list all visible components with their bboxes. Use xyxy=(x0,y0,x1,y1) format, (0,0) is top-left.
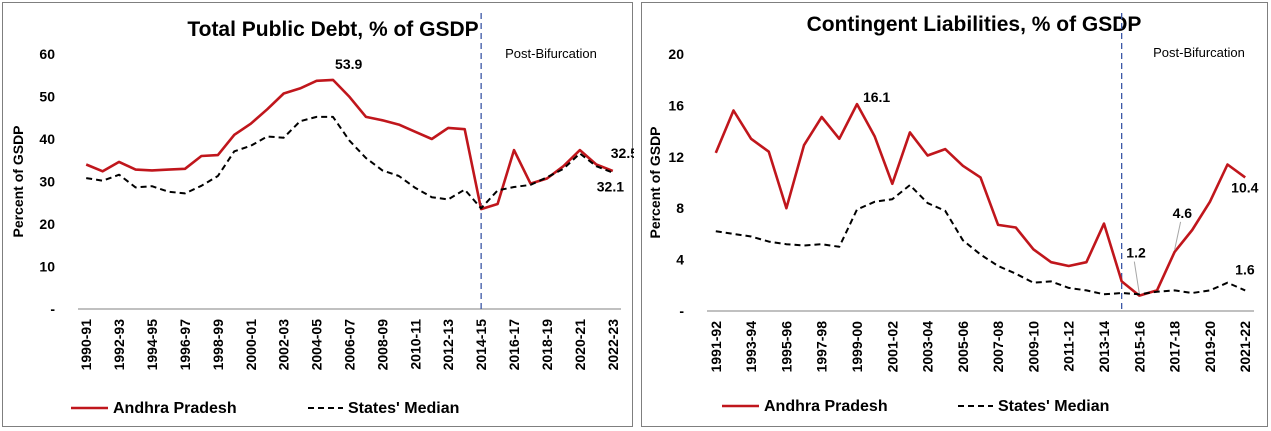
data-label: 32.1 xyxy=(597,179,624,195)
y-tick-label: - xyxy=(50,301,55,317)
x-tick-label: 2019-20 xyxy=(1202,321,1218,373)
y-tick-label: 8 xyxy=(676,200,684,216)
x-tick-label: 2002-03 xyxy=(276,319,292,371)
y-tick-label: 4 xyxy=(676,252,684,268)
x-tick-label: 1996-97 xyxy=(177,319,193,371)
x-tick-label: 1995-96 xyxy=(778,321,794,373)
y-tick-label: 60 xyxy=(39,46,55,62)
chart-contingent-liabilities: Contingent Liabilities, % of GSDP Percent… xyxy=(647,13,1259,415)
series-line-andhra-pradesh xyxy=(85,78,614,211)
x-tick-label: 2001-02 xyxy=(884,321,900,373)
data-label: 1.6 xyxy=(1235,261,1255,277)
chart-panel-contingent-liabilities: Contingent Liabilities, % of GSDP Percent… xyxy=(641,2,1268,427)
x-tick-label: 2015-16 xyxy=(1131,321,1147,373)
chart-total-public-debt: Total Public Debt, % of GSDP Percent of G… xyxy=(10,13,634,417)
y-tick-label: 16 xyxy=(668,97,684,113)
x-tick-label: 1991-92 xyxy=(708,321,724,373)
x-tick-label: 2007-08 xyxy=(990,321,1006,373)
data-label: 53.9 xyxy=(335,56,362,72)
y-tick-label: 20 xyxy=(668,46,684,62)
legend-label-states-median: States' Median xyxy=(348,400,459,417)
legend-label-states-median: States' Median xyxy=(998,398,1109,415)
x-tick-label: 2000-01 xyxy=(243,319,259,371)
series-line-andhra-pradesh xyxy=(714,102,1246,297)
data-label: 32.5 xyxy=(611,145,634,161)
data-label-callout xyxy=(1133,261,1140,294)
x-tick-label: 2018-19 xyxy=(539,319,555,371)
chart-title: Total Public Debt, % of GSDP xyxy=(187,18,478,41)
x-tick-label: 1999-00 xyxy=(849,321,865,373)
series-line-states-median xyxy=(715,184,1246,296)
x-tick-label: 1998-99 xyxy=(210,319,226,371)
y-tick-label: - xyxy=(679,303,684,319)
x-tick-label: 2003-04 xyxy=(920,321,936,373)
y-tick-label: 40 xyxy=(39,131,55,147)
x-tick-label: 2021-22 xyxy=(1237,321,1253,373)
y-tick-label: 30 xyxy=(39,174,55,190)
x-tick-label: 2005-06 xyxy=(955,321,971,373)
x-tick-label: 2012-13 xyxy=(440,319,456,371)
x-tick-label: 2004-05 xyxy=(309,319,325,371)
data-label-callout xyxy=(1174,221,1182,250)
x-tick-label: 1993-94 xyxy=(743,321,759,373)
data-label: 16.1 xyxy=(863,89,890,105)
y-tick-label: 50 xyxy=(39,89,55,105)
x-tick-label: 2022-23 xyxy=(605,319,621,371)
x-tick-label: 1990-91 xyxy=(78,319,94,371)
y-tick-label: 20 xyxy=(39,216,55,232)
data-label: 1.2 xyxy=(1126,245,1146,261)
x-tick-label: 2013-14 xyxy=(1096,321,1112,373)
x-tick-label: 2008-09 xyxy=(374,319,390,371)
y-axis-label: Percent of GSDP xyxy=(647,126,663,238)
x-tick-label: 1992-93 xyxy=(111,319,127,371)
x-tick-label: 2017-18 xyxy=(1167,321,1183,373)
legend-label-andhra-pradesh: Andhra Pradesh xyxy=(764,398,888,415)
x-tick-label: 2010-11 xyxy=(407,319,423,370)
data-label: 10.4 xyxy=(1231,179,1258,195)
chart-panel-total-public-debt: Total Public Debt, % of GSDP Percent of G… xyxy=(2,2,634,427)
x-tick-label: 2020-21 xyxy=(572,319,588,371)
period-label: Post-Bifurcation xyxy=(505,46,597,61)
legend-label-andhra-pradesh: Andhra Pradesh xyxy=(113,400,237,417)
x-tick-label: 2011-12 xyxy=(1061,321,1077,372)
period-label: Post-Bifurcation xyxy=(1153,45,1245,60)
y-axis-label: Percent of GSDP xyxy=(10,125,26,237)
x-tick-label: 2016-17 xyxy=(506,319,522,371)
x-tick-label: 2014-15 xyxy=(473,319,489,371)
x-tick-label: 2006-07 xyxy=(342,319,358,371)
x-tick-label: 1997-98 xyxy=(814,321,830,373)
chart-title: Contingent Liabilities, % of GSDP xyxy=(807,13,1142,36)
y-tick-label: 12 xyxy=(668,149,684,165)
x-tick-label: 1994-95 xyxy=(144,319,160,371)
data-label: 4.6 xyxy=(1173,205,1193,221)
x-tick-label: 2009-10 xyxy=(1025,321,1041,373)
series-line-states-median xyxy=(86,115,614,210)
y-tick-label: 10 xyxy=(39,259,55,275)
